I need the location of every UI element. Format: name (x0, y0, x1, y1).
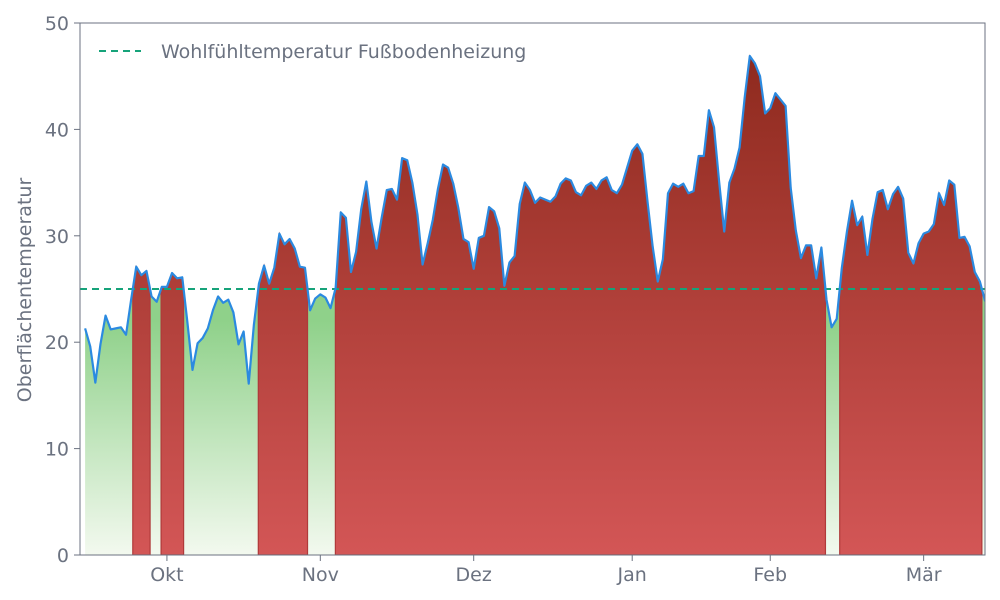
below-threshold-area-0 (85, 289, 133, 555)
x-tick-label-mär: Mär (906, 564, 942, 586)
above-threshold-area-3 (334, 54, 827, 555)
plot-frame (79, 22, 986, 556)
x-tick-label-feb: Feb (753, 564, 787, 586)
y-tick-label-50: 50 (45, 13, 69, 35)
below-threshold-area-3 (307, 289, 336, 555)
above-threshold-area-1 (160, 271, 185, 555)
below-threshold-area-4 (825, 289, 840, 555)
y-axis-title: Oberflächentemperatur (14, 178, 36, 403)
below-threshold-area-1 (150, 289, 162, 555)
y-tick-label-0: 0 (57, 545, 69, 567)
x-tick-label-jan: Jan (617, 564, 647, 586)
below-threshold-fills (85, 289, 985, 555)
legend-threshold-label: Wohlfühltemperatur Fußbodenheizung (161, 41, 526, 63)
above-threshold-fills (132, 54, 996, 555)
above-threshold-area-2 (257, 231, 309, 555)
legend: Wohlfühltemperatur Fußbodenheizung (99, 41, 526, 63)
x-tick-label-dez: Dez (456, 564, 492, 586)
axis-ticks: 0 10 20 30 40 50 Okt Nov Dez Jan Feb Mär (45, 13, 942, 586)
plot-content (80, 54, 996, 555)
above-threshold-area-5 (986, 253, 996, 555)
y-tick-label-20: 20 (45, 332, 69, 354)
x-tick-label-okt: Okt (150, 564, 183, 586)
series-line (84, 54, 985, 385)
y-tick-label-10: 10 (45, 439, 69, 461)
y-tick-label-40: 40 (45, 119, 69, 141)
y-tick-label-30: 30 (45, 226, 69, 248)
above-threshold-area-0 (132, 264, 151, 555)
below-threshold-area-5 (981, 289, 985, 555)
below-threshold-area-2 (183, 289, 259, 555)
x-tick-label-nov: Nov (302, 564, 339, 586)
